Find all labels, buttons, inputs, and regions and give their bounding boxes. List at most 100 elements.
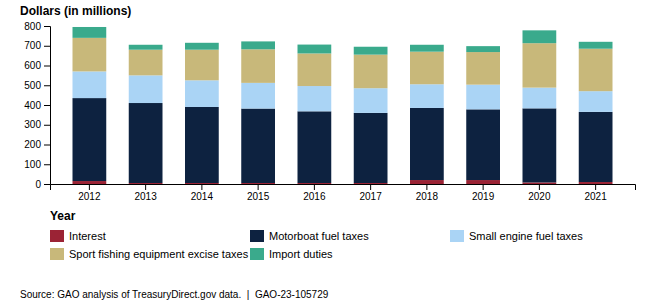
y-tick: 800 <box>24 21 50 32</box>
y-tick-mark <box>44 125 50 126</box>
bar-segment <box>410 45 444 52</box>
legend-label: Motorboat fuel taxes <box>269 230 369 242</box>
bar-segment <box>466 109 500 180</box>
bar-series <box>73 38 613 91</box>
bar-segment <box>410 180 444 184</box>
bar-segment <box>185 43 219 50</box>
y-tick-mark <box>44 46 50 47</box>
y-tick: 700 <box>24 40 50 51</box>
x-tick: 2016 <box>303 184 326 202</box>
x-tick-label: 2018 <box>416 191 439 202</box>
legend-item: Import duties <box>250 248 333 260</box>
bar-segment <box>579 182 613 184</box>
y-tick-mark <box>44 85 50 86</box>
x-tick-mark <box>258 184 259 190</box>
x-tick-label: 2016 <box>303 191 326 202</box>
y-tick-mark <box>44 184 50 185</box>
bar-segment <box>241 49 275 83</box>
legend-swatch <box>50 248 64 260</box>
x-tick: 2012 <box>78 184 101 202</box>
y-tick: 500 <box>24 80 50 91</box>
legend-swatch <box>50 230 64 242</box>
y-axis-title: Dollars (in millions) <box>20 4 131 18</box>
x-tick-label: 2014 <box>191 191 214 202</box>
y-tick-label: 600 <box>24 60 41 71</box>
x-tick: 2015 <box>247 184 270 202</box>
x-tick: 2013 <box>135 184 158 202</box>
x-tick-mark <box>314 184 315 190</box>
y-tick-mark <box>44 26 50 27</box>
bar-series <box>73 27 613 55</box>
x-tick: 2020 <box>528 184 551 202</box>
bar-segment <box>523 182 557 184</box>
x-tick: 2014 <box>191 184 214 202</box>
bar-segment <box>410 108 444 180</box>
bar-segment <box>354 88 388 113</box>
bar-segment <box>298 86 332 111</box>
bar-segment <box>579 91 613 112</box>
bar-segment <box>129 50 163 76</box>
bar-segment <box>73 181 107 184</box>
bar-segment <box>466 52 500 85</box>
x-tick-mark <box>89 184 90 190</box>
bar-segment <box>523 43 557 87</box>
bar-segment <box>241 83 275 109</box>
bar-segment <box>73 38 107 72</box>
bar-segment <box>185 107 219 183</box>
bar-segment <box>523 88 557 109</box>
legend-item: Small engine fuel taxes <box>450 230 583 242</box>
y-tick: 200 <box>24 139 50 150</box>
bar-segment <box>298 45 332 54</box>
bar-segment <box>129 45 163 50</box>
y-tick: 400 <box>24 100 50 111</box>
bar-segment <box>129 75 163 103</box>
y-tick-label: 200 <box>24 139 41 150</box>
y-tick: 600 <box>24 60 50 71</box>
y-tick-label: 400 <box>24 100 41 111</box>
y-tick: 300 <box>24 119 50 130</box>
x-tick-label: 2017 <box>360 191 383 202</box>
annotation: Source: GAO analysis of TreasuryDirect.g… <box>20 289 329 300</box>
legend-swatch <box>450 230 464 242</box>
legend-label: Interest <box>69 230 106 242</box>
x-tick-label: 2019 <box>472 191 495 202</box>
x-tick-label: 2020 <box>528 191 551 202</box>
y-tick-mark <box>44 66 50 67</box>
x-tick-mark <box>595 184 596 190</box>
x-axis-line <box>51 185 636 191</box>
bar-segment <box>410 84 444 108</box>
bars <box>73 27 613 184</box>
bar-segment <box>579 49 613 91</box>
bar-segment <box>241 41 275 49</box>
x-tick-mark <box>483 184 484 190</box>
bar-segment <box>129 103 163 183</box>
bar-segment <box>354 55 388 89</box>
legend-item: Motorboat fuel taxes <box>250 230 369 242</box>
y-tick-label: 700 <box>24 40 41 51</box>
y-tick-mark <box>44 164 50 165</box>
bar-segment <box>410 52 444 85</box>
bar-segment <box>73 98 107 181</box>
y-tick-label: 0 <box>35 179 41 190</box>
legend-item: Interest <box>50 230 106 242</box>
bar-segment <box>354 113 388 183</box>
bar-segment <box>523 108 557 182</box>
x-tick-mark <box>426 184 427 190</box>
bar-segment <box>579 42 613 49</box>
bar-segment <box>523 30 557 43</box>
legend-label: Sport fishing equipment excise taxes <box>69 248 249 260</box>
legend-swatch <box>250 230 264 242</box>
plot: 0 100 200 300 400 500 600 700 800 2012 2013 2014 201… <box>24 21 635 202</box>
y-tick-mark <box>44 145 50 146</box>
y-tick: 100 <box>24 159 50 170</box>
x-tick-mark <box>539 184 540 190</box>
x-tick-mark <box>201 184 202 190</box>
bar-series <box>73 98 613 183</box>
bar-segment <box>466 46 500 52</box>
y-axis-line <box>44 27 51 185</box>
x-axis-title: Year <box>50 209 76 223</box>
legend: Interest Motorboat fuel taxes Small engine… <box>50 230 583 260</box>
x-axis: 2012201320142015201620172018201920202021 <box>51 184 636 202</box>
bar-segment <box>241 109 275 183</box>
y-tick: 0 <box>35 179 50 190</box>
